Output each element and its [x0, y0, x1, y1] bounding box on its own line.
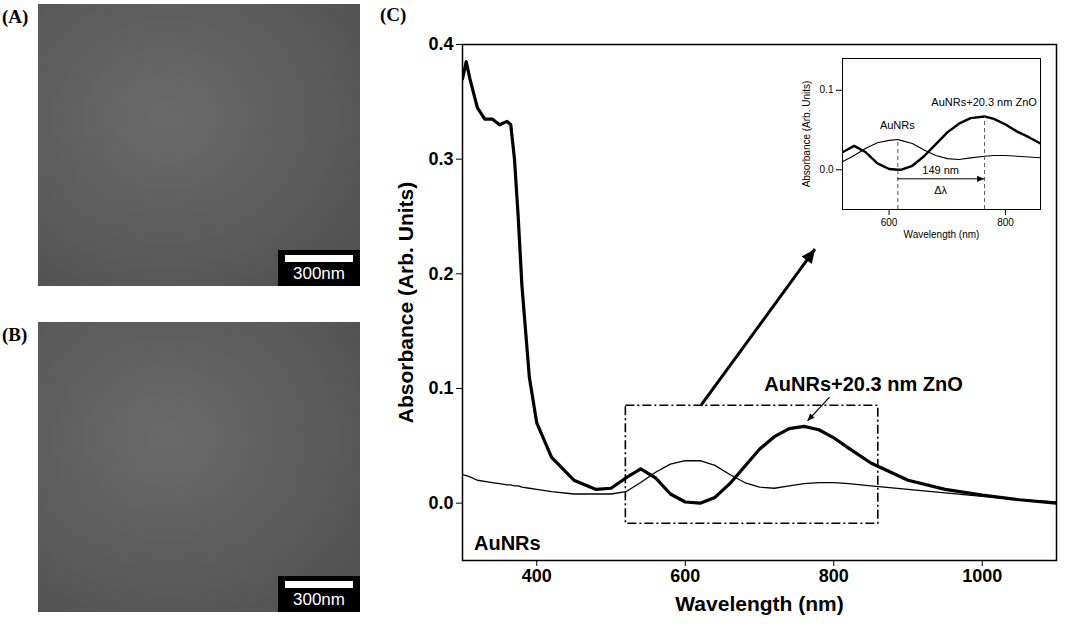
svg-text:600: 600: [881, 217, 898, 228]
svg-text:0.2: 0.2: [428, 264, 453, 284]
svg-text:149 nm: 149 nm: [922, 164, 959, 176]
svg-text:Absorbance (Arb. Units): Absorbance (Arb. Units): [801, 81, 812, 188]
svg-text:600: 600: [670, 566, 700, 586]
svg-text:AuNRs+20.3 nm ZnO: AuNRs+20.3 nm ZnO: [764, 373, 962, 395]
svg-text:800: 800: [997, 217, 1014, 228]
svg-text:Absorbance (Arb. Units): Absorbance (Arb. Units): [394, 182, 417, 424]
html-text:(C): (C): [380, 4, 407, 25]
svg-text:0.0: 0.0: [820, 164, 834, 175]
html-text:300nm: 300nm: [293, 264, 345, 283]
html-text:300nm: 300nm: [293, 590, 345, 609]
svg-text:Wavelength (nm): Wavelength (nm): [904, 229, 980, 240]
svg-text:400: 400: [522, 566, 552, 586]
html-text:(A): (A): [2, 6, 29, 27]
svg-text:0.3: 0.3: [428, 149, 453, 169]
svg-text:1000: 1000: [962, 566, 1002, 586]
svg-text:AuNRs+20.3 nm ZnO: AuNRs+20.3 nm ZnO: [931, 96, 1037, 108]
svg-text:AuNRs: AuNRs: [880, 119, 915, 131]
svg-text:0.1: 0.1: [428, 378, 453, 398]
html-text:(B): (B): [2, 324, 28, 345]
svg-text:0.4: 0.4: [428, 34, 453, 54]
svg-text:800: 800: [819, 566, 849, 586]
svg-text:0.1: 0.1: [820, 84, 834, 95]
svg-text:Δλ: Δλ: [934, 184, 947, 196]
svg-text:0.0: 0.0: [428, 493, 453, 513]
svg-text:Wavelength (nm): Wavelength (nm): [675, 592, 843, 615]
svg-text:AuNRs: AuNRs: [474, 532, 541, 554]
